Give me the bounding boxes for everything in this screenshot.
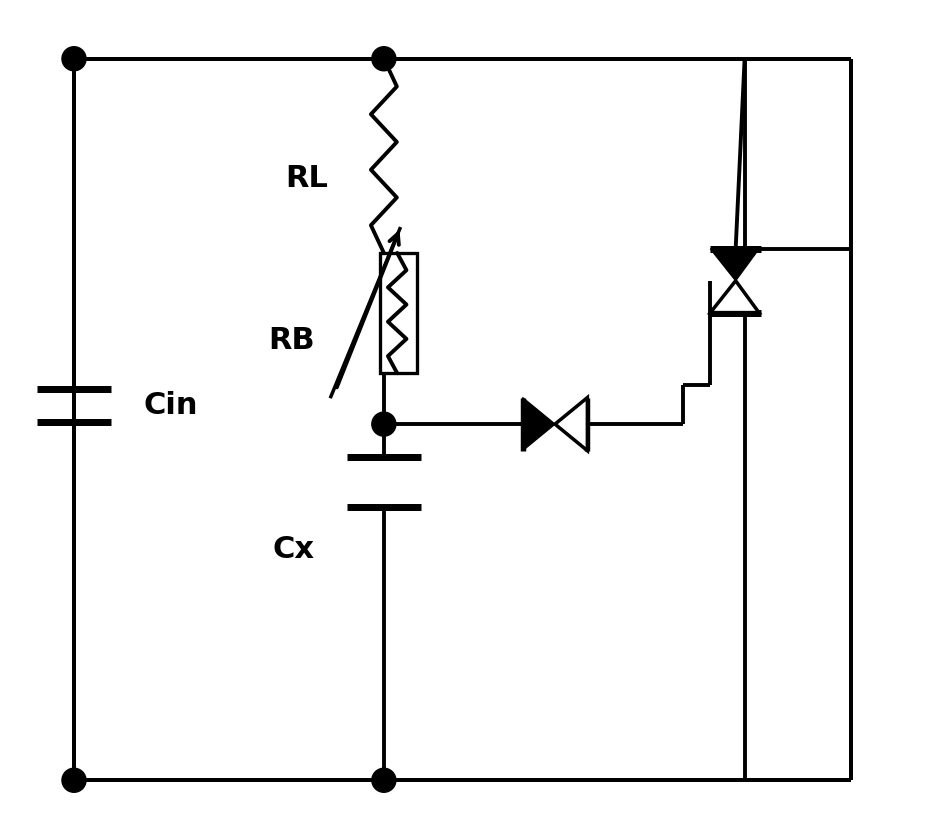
Text: RL: RL	[286, 164, 328, 194]
Circle shape	[62, 769, 86, 792]
Polygon shape	[523, 398, 555, 451]
Circle shape	[372, 47, 396, 70]
Polygon shape	[710, 281, 758, 313]
Circle shape	[62, 47, 86, 70]
Polygon shape	[710, 249, 758, 281]
Text: Cx: Cx	[273, 534, 315, 564]
Polygon shape	[555, 398, 587, 451]
Text: Cin: Cin	[143, 391, 198, 420]
Circle shape	[372, 412, 396, 436]
Circle shape	[372, 769, 396, 792]
Bar	[380, 253, 417, 373]
Text: RB: RB	[268, 326, 315, 356]
